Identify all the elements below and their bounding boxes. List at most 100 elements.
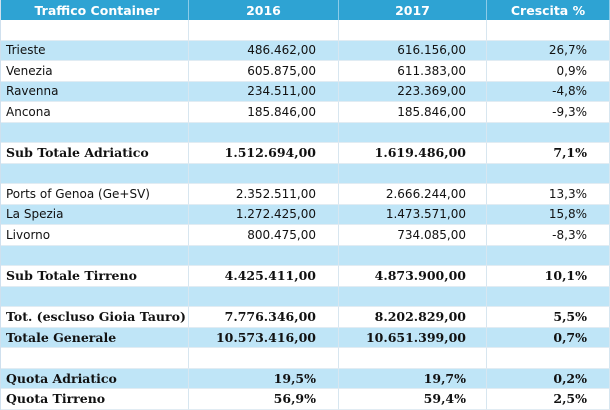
cell-label: Ancona xyxy=(1,102,189,123)
cell-2016: 2.352.511,00 xyxy=(189,184,339,205)
table-row: Ports of Genoa (Ge+SV) 2.352.511,00 2.666.… xyxy=(1,184,610,205)
cell-label: Quota Tirreno xyxy=(1,389,189,410)
table-body: Trieste 486.462,00 616.156,00 26,7% Venezia 6… xyxy=(1,20,610,410)
cell-label: Trieste xyxy=(1,40,189,61)
cell-2016: 234.511,00 xyxy=(189,81,339,102)
header-cell-traffic: Traffico Container xyxy=(1,0,189,20)
cell-2016: 4.425.411,00 xyxy=(189,266,339,287)
cell-2016: 605.875,00 xyxy=(189,61,339,82)
table-row: Sub Totale Tirreno 4.425.411,00 4.873.900,… xyxy=(1,266,610,287)
cell-growth xyxy=(487,122,610,143)
cell-growth: 13,3% xyxy=(487,184,610,205)
cell-label: Ports of Genoa (Ge+SV) xyxy=(1,184,189,205)
cell-2016 xyxy=(189,286,339,307)
cell-label xyxy=(1,286,189,307)
table-row xyxy=(1,122,610,143)
cell-growth: 10,1% xyxy=(487,266,610,287)
cell-2017 xyxy=(339,122,487,143)
header-cell-2016: 2016 xyxy=(189,0,339,20)
cell-2016: 486.462,00 xyxy=(189,40,339,61)
cell-2017 xyxy=(339,348,487,369)
cell-2016: 19,5% xyxy=(189,368,339,389)
cell-2017 xyxy=(339,20,487,41)
cell-label xyxy=(1,20,189,41)
table-row: Totale Generale 10.573.416,00 10.651.399,0… xyxy=(1,327,610,348)
table-row xyxy=(1,286,610,307)
cell-growth xyxy=(487,20,610,41)
cell-2017: 223.369,00 xyxy=(339,81,487,102)
cell-label xyxy=(1,348,189,369)
cell-2016: 1.512.694,00 xyxy=(189,143,339,164)
cell-growth: 2,5% xyxy=(487,389,610,410)
table-row xyxy=(1,348,610,369)
cell-2016: 7.776.346,00 xyxy=(189,307,339,328)
cell-growth xyxy=(487,245,610,266)
cell-label: Livorno xyxy=(1,225,189,246)
cell-label: Ravenna xyxy=(1,81,189,102)
cell-label: Tot. (escluso Gioia Tauro) xyxy=(1,307,189,328)
cell-growth: 0,7% xyxy=(487,327,610,348)
cell-2016 xyxy=(189,163,339,184)
cell-label: La Spezia xyxy=(1,204,189,225)
cell-2017: 19,7% xyxy=(339,368,487,389)
table-row: Quota Tirreno 56,9% 59,4% 2,5% xyxy=(1,389,610,410)
cell-2017: 4.873.900,00 xyxy=(339,266,487,287)
cell-label: Venezia xyxy=(1,61,189,82)
cell-growth: -9,3% xyxy=(487,102,610,123)
cell-2016 xyxy=(189,122,339,143)
cell-label: Totale Generale xyxy=(1,327,189,348)
cell-2017: 10.651.399,00 xyxy=(339,327,487,348)
cell-2017: 616.156,00 xyxy=(339,40,487,61)
cell-growth: -8,3% xyxy=(487,225,610,246)
cell-label xyxy=(1,122,189,143)
cell-2016: 800.475,00 xyxy=(189,225,339,246)
table-header-row: Traffico Container 2016 2017 Crescita % xyxy=(1,0,610,20)
cell-growth: 15,8% xyxy=(487,204,610,225)
cell-2017: 1.473.571,00 xyxy=(339,204,487,225)
cell-growth xyxy=(487,348,610,369)
table-row: Ancona 185.846,00 185.846,00 -9,3% xyxy=(1,102,610,123)
header-cell-2017: 2017 xyxy=(339,0,487,20)
cell-2016: 56,9% xyxy=(189,389,339,410)
cell-label xyxy=(1,245,189,266)
cell-2016: 10.573.416,00 xyxy=(189,327,339,348)
cell-growth xyxy=(487,286,610,307)
cell-label: Sub Totale Tirreno xyxy=(1,266,189,287)
table-row: Quota Adriatico 19,5% 19,7% 0,2% xyxy=(1,368,610,389)
cell-2017 xyxy=(339,245,487,266)
cell-2017: 185.846,00 xyxy=(339,102,487,123)
table-row: Ravenna 234.511,00 223.369,00 -4,8% xyxy=(1,81,610,102)
cell-2016 xyxy=(189,245,339,266)
cell-2017: 611.383,00 xyxy=(339,61,487,82)
table-row: Sub Totale Adriatico 1.512.694,00 1.619.48… xyxy=(1,143,610,164)
table-row: Livorno 800.475,00 734.085,00 -8,3% xyxy=(1,225,610,246)
table-row xyxy=(1,245,610,266)
cell-2016 xyxy=(189,348,339,369)
cell-2016: 185.846,00 xyxy=(189,102,339,123)
cell-label: Sub Totale Adriatico xyxy=(1,143,189,164)
table-row xyxy=(1,163,610,184)
cell-growth: -4,8% xyxy=(487,81,610,102)
table-row: La Spezia 1.272.425,00 1.473.571,00 15,8% xyxy=(1,204,610,225)
cell-2017: 2.666.244,00 xyxy=(339,184,487,205)
cell-label: Quota Adriatico xyxy=(1,368,189,389)
cell-growth: 5,5% xyxy=(487,307,610,328)
cell-2017: 59,4% xyxy=(339,389,487,410)
cell-2017: 1.619.486,00 xyxy=(339,143,487,164)
cell-growth xyxy=(487,163,610,184)
cell-label xyxy=(1,163,189,184)
cell-growth: 0,9% xyxy=(487,61,610,82)
cell-growth: 0,2% xyxy=(487,368,610,389)
cell-2017 xyxy=(339,286,487,307)
table-row: Tot. (escluso Gioia Tauro) 7.776.346,00 8.… xyxy=(1,307,610,328)
cell-2016 xyxy=(189,20,339,41)
table-row xyxy=(1,20,610,41)
cell-2017: 8.202.829,00 xyxy=(339,307,487,328)
table-row: Trieste 486.462,00 616.156,00 26,7% xyxy=(1,40,610,61)
cell-growth: 7,1% xyxy=(487,143,610,164)
cell-2017: 734.085,00 xyxy=(339,225,487,246)
cell-2016: 1.272.425,00 xyxy=(189,204,339,225)
table-row: Venezia 605.875,00 611.383,00 0,9% xyxy=(1,61,610,82)
cell-2017 xyxy=(339,163,487,184)
